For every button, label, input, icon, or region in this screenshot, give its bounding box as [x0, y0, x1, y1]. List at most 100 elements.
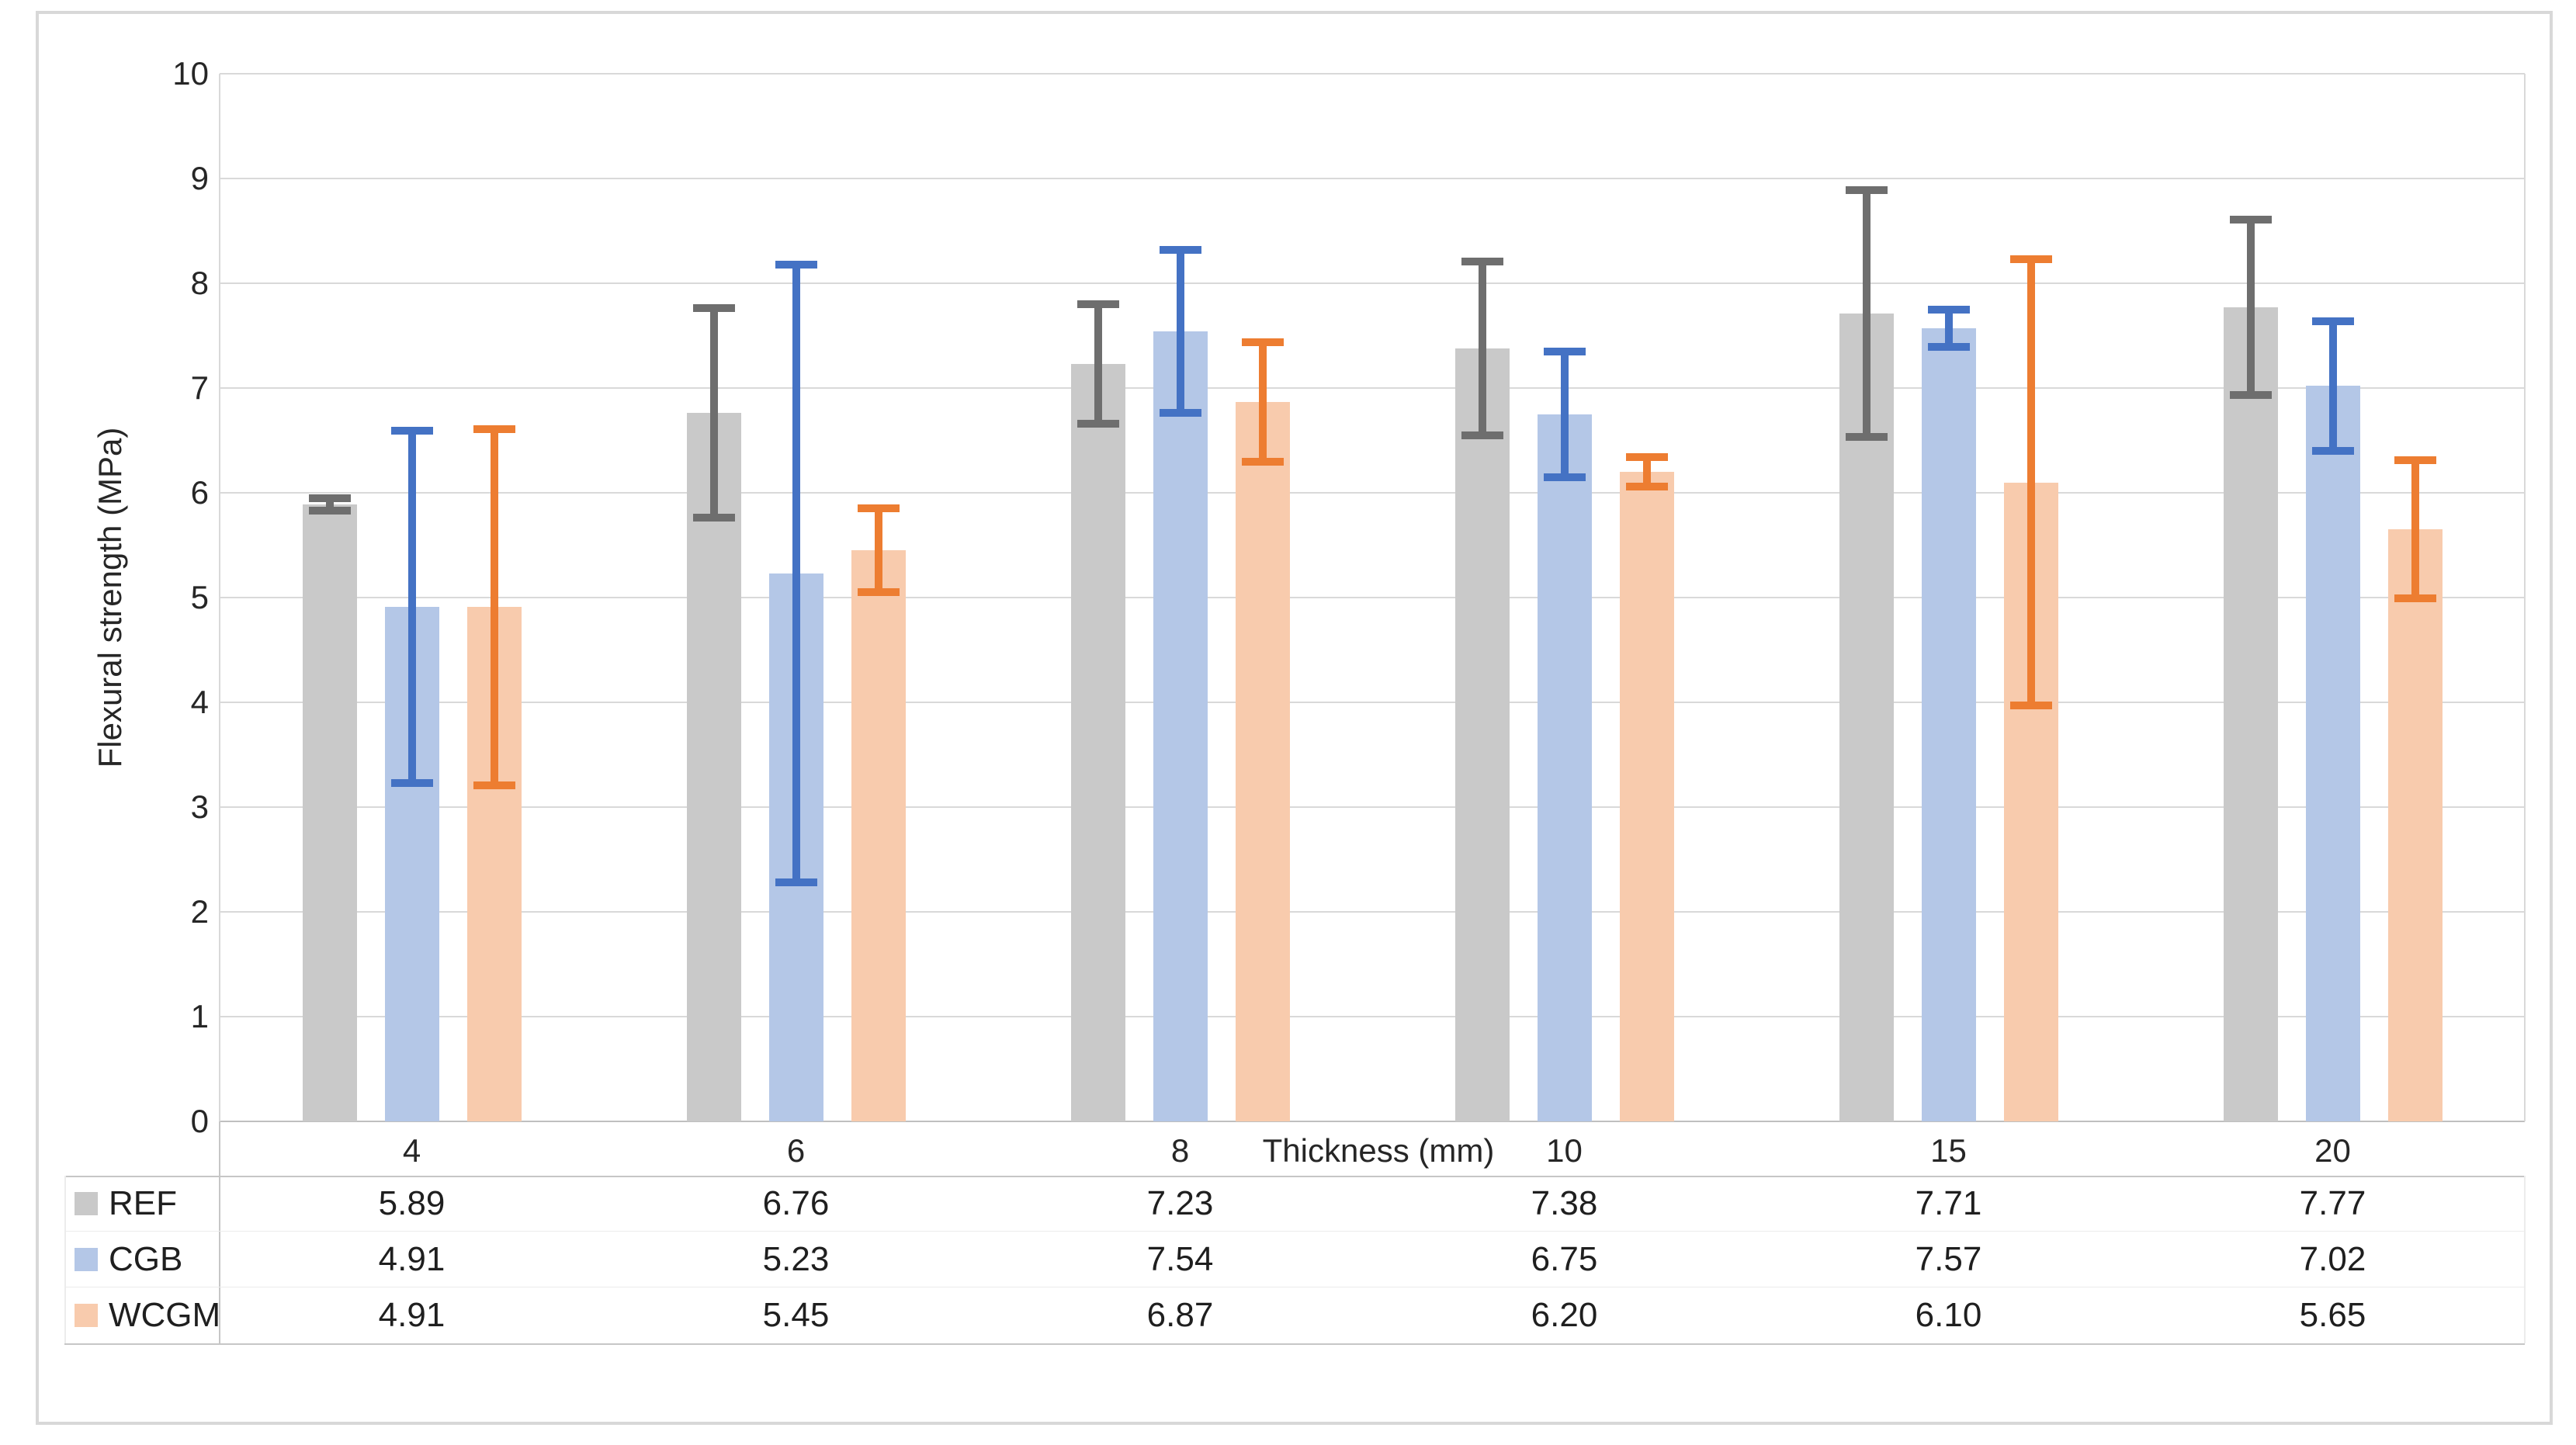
table-value-REF-8: 7.23 [1146, 1184, 1214, 1222]
error-bar-cap-top-WCGM-6 [857, 504, 900, 513]
bar-CGB-15 [1921, 328, 1976, 1121]
x-category-label-10: 10 [1546, 1132, 1583, 1169]
error-bar-cap-top-REF-8 [1077, 300, 1119, 308]
gridline-7 [220, 387, 2525, 389]
table-value-REF-20: 7.77 [2299, 1184, 2366, 1222]
error-bar-stem-WCGM-8 [1258, 341, 1267, 462]
x-axis-title: Thickness (mm) [1262, 1132, 1495, 1169]
x-category-label-15: 15 [1930, 1132, 1967, 1169]
table-value-REF-15: 7.71 [1915, 1184, 1982, 1222]
bar-CGB-10 [1537, 414, 1592, 1121]
bar-REF-15 [1839, 314, 1894, 1121]
bar-CGB-8 [1153, 331, 1208, 1121]
y-tick-label: 8 [190, 265, 209, 301]
error-bar-cap-top-WCGM-20 [2394, 456, 2436, 465]
error-bar-cap-bottom-WCGM-10 [1625, 482, 1668, 490]
error-bar-cap-top-REF-6 [692, 304, 735, 313]
figure-border [36, 11, 2553, 1425]
x-category-label-8: 8 [1170, 1132, 1190, 1169]
error-bar-cap-top-WCGM-8 [1241, 338, 1284, 346]
table-value-CGB-6: 5.23 [762, 1240, 830, 1278]
error-bar-cap-top-REF-15 [1845, 185, 1888, 194]
table-bottom-border [64, 1343, 2525, 1345]
error-bar-cap-bottom-REF-20 [2229, 391, 2272, 400]
error-bar-stem-REF-20 [2246, 219, 2255, 396]
gridline-6 [220, 492, 2525, 494]
bar-WCGM-20 [2387, 529, 2443, 1121]
error-bar-stem-REF-15 [1862, 189, 1870, 438]
y-tick-label: 1 [190, 998, 209, 1034]
y-tick-label: 9 [190, 160, 209, 196]
y-tick-label: 5 [190, 579, 209, 615]
table-value-CGB-10: 6.75 [1531, 1240, 1598, 1278]
table-row-separator [64, 1231, 2525, 1232]
table-value-CGB-20: 7.02 [2299, 1240, 2366, 1278]
table-value-WCGM-10: 6.20 [1531, 1296, 1598, 1334]
error-bar-cap-bottom-WCGM-15 [2009, 702, 2052, 710]
legend-label-WCGM: WCGM [109, 1296, 221, 1334]
legend-swatch-CGB [75, 1248, 98, 1271]
gridline-2 [220, 911, 2525, 913]
error-bar-cap-bottom-REF-10 [1461, 431, 1503, 439]
error-bar-cap-bottom-WCGM-6 [857, 588, 900, 597]
table-value-REF-10: 7.38 [1531, 1184, 1598, 1222]
error-bar-cap-bottom-WCGM-8 [1241, 457, 1284, 466]
error-bar-stem-WCGM-20 [2411, 460, 2419, 599]
error-bar-stem-WCGM-15 [2026, 258, 2035, 706]
table-value-WCGM-4: 4.91 [378, 1296, 446, 1334]
table-value-WCGM-6: 5.45 [762, 1296, 830, 1334]
error-bar-cap-bottom-REF-4 [308, 506, 351, 515]
error-bar-cap-top-WCGM-10 [1625, 453, 1668, 462]
bar-REF-20 [2223, 307, 2278, 1121]
bar-REF-10 [1454, 348, 1510, 1121]
error-bar-stem-REF-6 [709, 308, 718, 518]
bar-WCGM-10 [1619, 472, 1674, 1121]
error-bar-cap-bottom-CGB-6 [775, 878, 817, 887]
error-bar-stem-WCGM-10 [1642, 457, 1651, 487]
error-bar-cap-bottom-CGB-20 [2311, 447, 2354, 455]
table-value-REF-6: 6.76 [762, 1184, 830, 1222]
error-bar-cap-top-REF-20 [2229, 215, 2272, 224]
error-bar-cap-top-CGB-15 [1927, 305, 1970, 314]
y-tick-label: 7 [190, 369, 209, 406]
error-bar-cap-bottom-CGB-10 [1543, 473, 1586, 481]
error-bar-cap-top-CGB-4 [390, 427, 433, 435]
error-bar-stem-CGB-4 [407, 431, 416, 783]
gridline-8 [220, 282, 2525, 284]
error-bar-stem-CGB-20 [2328, 321, 2337, 451]
error-bar-stem-WCGM-6 [874, 508, 882, 593]
error-bar-cap-bottom-REF-8 [1077, 419, 1119, 428]
error-bar-cap-top-CGB-20 [2311, 317, 2354, 325]
bar-CGB-20 [2305, 386, 2360, 1121]
legend-swatch-REF [75, 1192, 98, 1215]
legend-label-REF: REF [109, 1184, 177, 1222]
table-value-REF-4: 5.89 [378, 1184, 446, 1222]
x-category-label-6: 6 [786, 1132, 806, 1169]
x-category-label-4: 4 [402, 1132, 421, 1169]
error-bar-stem-CGB-6 [792, 264, 800, 883]
error-bar-cap-top-CGB-8 [1159, 245, 1201, 254]
table-top-border [64, 1176, 2525, 1177]
table-value-CGB-8: 7.54 [1146, 1240, 1214, 1278]
table-legend-divider [219, 1121, 220, 1343]
table-left-border [64, 1176, 66, 1343]
error-bar-stem-REF-10 [1478, 261, 1486, 435]
legend-swatch-WCGM [75, 1304, 98, 1327]
y-tick-label: 3 [190, 788, 209, 825]
plot-right-border [2524, 74, 2526, 1121]
error-bar-stem-WCGM-4 [490, 428, 498, 785]
error-bar-stem-CGB-10 [1560, 351, 1569, 477]
y-tick-label: 6 [190, 474, 209, 511]
table-value-CGB-15: 7.57 [1915, 1240, 1982, 1278]
bar-REF-4 [302, 504, 357, 1121]
gridline-1 [220, 1016, 2525, 1017]
y-axis-line [219, 74, 220, 1121]
gridline-0 [220, 1121, 2525, 1122]
error-bar-cap-top-REF-10 [1461, 257, 1503, 265]
error-bar-cap-bottom-REF-15 [1845, 433, 1888, 442]
error-bar-cap-bottom-CGB-8 [1159, 409, 1201, 418]
y-tick-label: 0 [190, 1103, 209, 1139]
error-bar-stem-CGB-15 [1944, 309, 1953, 348]
table-value-WCGM-8: 6.87 [1146, 1296, 1214, 1334]
